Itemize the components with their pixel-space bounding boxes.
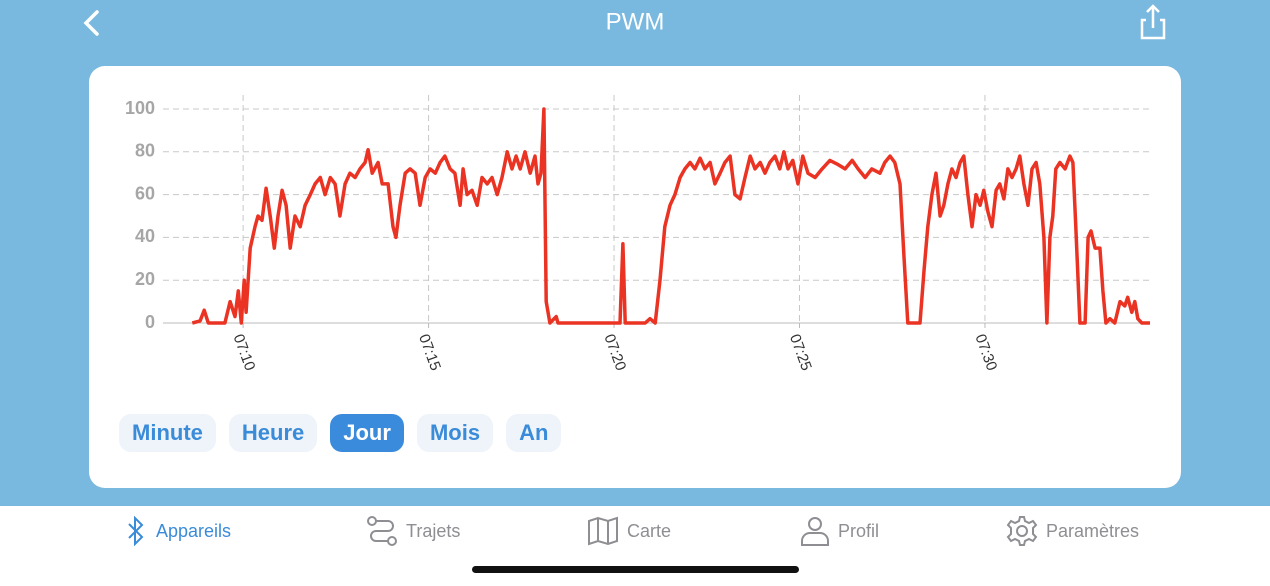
y-tick-label: 60 (135, 183, 155, 203)
y-tick-label: 40 (135, 226, 155, 246)
map-icon (588, 516, 618, 546)
period-button[interactable]: Jour (330, 414, 404, 452)
y-tick-label: 0 (145, 312, 155, 332)
tab-profil[interactable]: Profil (800, 514, 879, 548)
tab-parametres[interactable]: Paramètres (1006, 514, 1139, 548)
home-indicator (472, 566, 799, 573)
x-tick-label: 07:10 (230, 332, 259, 373)
screen-title: PWM (606, 8, 665, 35)
chart-card: 0 20 40 60 80 100 07:10 07:15 07:20 07:25 07:30 Mi… (89, 66, 1181, 488)
y-tick-label: 100 (125, 98, 155, 118)
x-tick-label: 07:15 (415, 332, 444, 373)
period-button[interactable]: Minute (119, 414, 216, 452)
share-button[interactable] (1140, 4, 1166, 40)
tab-trajets[interactable]: Trajets (366, 514, 460, 548)
period-button[interactable]: Mois (416, 414, 494, 452)
bluetooth-icon (128, 515, 144, 547)
x-tick-label: 07:25 (786, 332, 815, 373)
header: PWM (83, 4, 1166, 40)
back-button[interactable] (83, 10, 99, 36)
profile-icon (801, 517, 829, 546)
period-button[interactable]: Heure (228, 414, 318, 452)
data-line (191, 107, 1150, 325)
tab-label: Paramètres (1046, 520, 1140, 541)
x-tick-label: 07:30 (971, 332, 1000, 373)
tab-appareils[interactable]: Appareils (124, 514, 231, 548)
tab-label: Carte (627, 520, 672, 541)
tab-bar: Appareils Trajets Carte Profil Paramètre… (0, 506, 1270, 586)
tab-label: Trajets (406, 520, 461, 541)
y-tick-label: 20 (135, 269, 155, 289)
route-icon (367, 516, 397, 546)
tab-label: Appareils (156, 520, 232, 541)
y-tick-label: 80 (135, 141, 155, 161)
settings-icon (1006, 516, 1038, 546)
period-selector: Minute Heure Jour Mois An (119, 414, 562, 452)
x-tick-label: 07:20 (601, 332, 630, 373)
tab-label: Profil (838, 520, 880, 541)
chart: 0 20 40 60 80 100 07:10 07:15 07:20 07:25 07:30 (125, 95, 1150, 373)
tab-carte[interactable]: Carte (587, 514, 671, 548)
period-button[interactable]: An (506, 414, 562, 452)
